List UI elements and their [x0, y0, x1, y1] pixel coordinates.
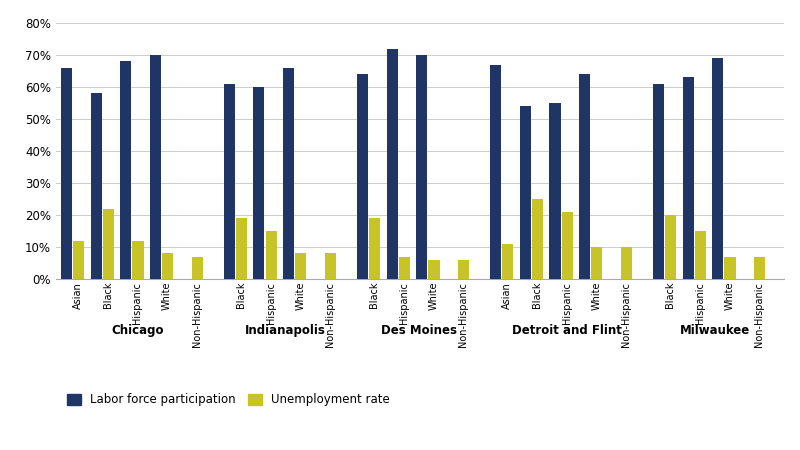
Bar [532, 199, 543, 279]
Bar [724, 256, 735, 279]
Bar [162, 253, 173, 279]
Bar [192, 256, 202, 279]
Bar [579, 74, 590, 279]
Bar [224, 84, 235, 279]
Bar [398, 256, 410, 279]
Bar [236, 218, 247, 279]
Bar [712, 58, 723, 279]
Bar [61, 68, 72, 279]
Bar [621, 247, 632, 279]
Bar [357, 74, 368, 279]
Bar [653, 84, 664, 279]
Bar [428, 260, 439, 279]
Bar [520, 106, 531, 279]
Bar [325, 253, 336, 279]
Bar [682, 77, 694, 279]
Bar [458, 260, 469, 279]
Legend: Labor force participation, Unemployment rate: Labor force participation, Unemployment … [62, 389, 394, 411]
Bar [120, 62, 131, 279]
Bar [754, 256, 765, 279]
Text: Milwaukee: Milwaukee [679, 324, 750, 337]
Text: Indianapolis: Indianapolis [245, 324, 326, 337]
Bar [73, 241, 84, 279]
Bar [369, 218, 380, 279]
Bar [665, 215, 676, 279]
Bar [490, 65, 502, 279]
Bar [502, 244, 514, 279]
Bar [386, 49, 398, 279]
Bar [90, 94, 102, 279]
Text: Detroit and Flint: Detroit and Flint [512, 324, 622, 337]
Bar [416, 55, 427, 279]
Bar [132, 241, 143, 279]
Text: Des Moines: Des Moines [381, 324, 457, 337]
Bar [295, 253, 306, 279]
Bar [150, 55, 161, 279]
Text: Chicago: Chicago [111, 324, 164, 337]
Bar [283, 68, 294, 279]
Bar [694, 231, 706, 279]
Bar [266, 231, 277, 279]
Bar [591, 247, 602, 279]
Bar [550, 103, 561, 279]
Bar [254, 87, 265, 279]
Bar [562, 212, 573, 279]
Bar [102, 209, 114, 279]
